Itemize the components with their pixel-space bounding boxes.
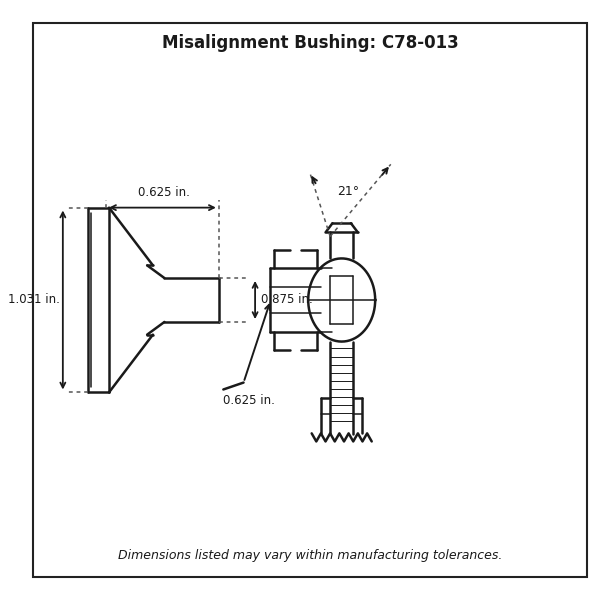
Text: Misalignment Bushing: C78-013: Misalignment Bushing: C78-013 <box>161 34 458 52</box>
Text: 0.625 in.: 0.625 in. <box>223 394 275 407</box>
Text: Dimensions listed may vary within manufacturing tolerances.: Dimensions listed may vary within manufa… <box>118 548 502 562</box>
Text: 21°: 21° <box>337 185 359 198</box>
Text: 1.031 in.: 1.031 in. <box>8 293 59 307</box>
Text: 0.625 in.: 0.625 in. <box>138 186 190 199</box>
Text: 0.875 in.: 0.875 in. <box>261 293 313 307</box>
